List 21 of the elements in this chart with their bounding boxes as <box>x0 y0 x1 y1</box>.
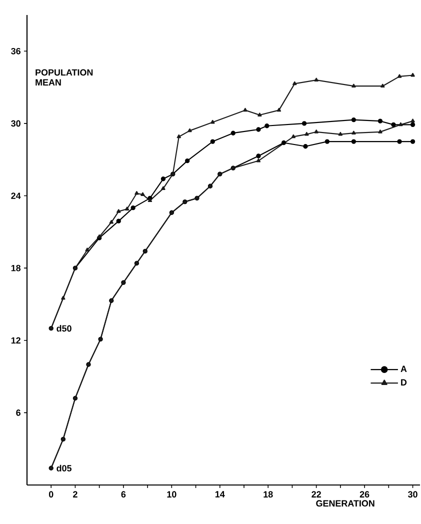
x-tick-label: 10 <box>167 491 176 498</box>
y-tick-label: 24 <box>11 192 21 199</box>
legend-label: A <box>400 366 407 372</box>
x-axis-title: GENERATION <box>316 500 374 507</box>
legend-label: D <box>401 379 407 386</box>
annotation: d50 <box>56 325 72 332</box>
y-tick-label: 18 <box>11 264 21 272</box>
x-tick-label: 14 <box>215 491 225 498</box>
y-tick-label: 36 <box>11 48 20 54</box>
x-tick-label: 22 <box>312 491 321 498</box>
annotation: d05 <box>56 464 72 472</box>
y-tick-label: 30 <box>11 120 20 127</box>
x-tick-label: 18 <box>264 491 273 498</box>
y-axis-title: POPULATION MEAN <box>36 69 93 86</box>
x-tick-label: 6 <box>121 491 126 498</box>
x-tick-label: 30 <box>408 491 418 498</box>
x-tick-label: 0 <box>48 491 54 498</box>
y-tick-label: 6 <box>16 410 20 416</box>
x-tick-label: 2 <box>73 491 78 498</box>
x-tick-label: 26 <box>360 491 370 498</box>
y-tick-label: 12 <box>11 337 20 344</box>
